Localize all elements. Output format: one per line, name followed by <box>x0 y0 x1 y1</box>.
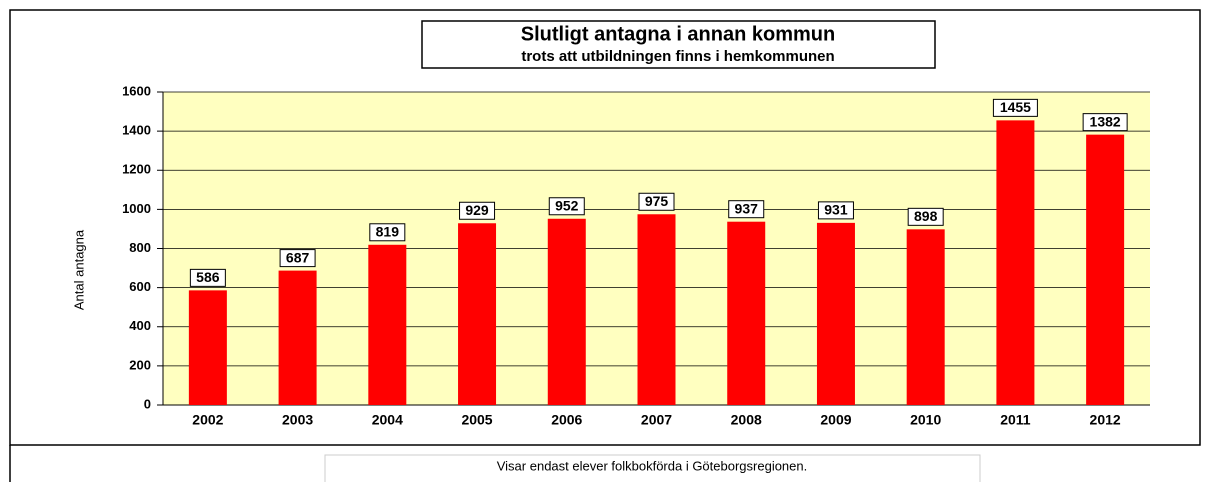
bar <box>458 223 497 405</box>
x-tick-label: 2004 <box>372 412 403 428</box>
x-tick-label: 2008 <box>731 412 762 428</box>
value-label: 898 <box>914 208 938 224</box>
x-tick-label: 2006 <box>551 412 582 428</box>
bar <box>816 222 855 405</box>
value-label: 931 <box>824 202 848 218</box>
bar <box>727 221 766 405</box>
y-tick-label: 1000 <box>122 201 151 216</box>
y-tick-label: 400 <box>129 318 151 333</box>
bar <box>1086 134 1125 406</box>
bar <box>637 214 676 405</box>
value-label-box <box>189 268 226 287</box>
y-tick-label: 0 <box>144 396 151 411</box>
bar <box>278 270 317 405</box>
value-label: 975 <box>645 193 669 209</box>
value-label: 937 <box>735 200 759 216</box>
chart-subtitle: trots att utbildningen finns i hemkommun… <box>521 48 834 65</box>
value-label-box <box>1082 113 1128 132</box>
bar <box>906 229 945 405</box>
value-label-box <box>459 201 496 220</box>
x-tick-label: 2007 <box>641 412 672 428</box>
y-tick-label: 200 <box>129 357 151 372</box>
value-label: 929 <box>465 202 489 218</box>
y-tick-label: 800 <box>129 240 151 255</box>
value-label: 1382 <box>1090 113 1121 129</box>
note: Visar endast elever folkbokförda i Göteb… <box>497 458 808 473</box>
value-label-box <box>728 200 765 219</box>
x-tick-label: 2009 <box>820 412 851 428</box>
x-tick-label: 2010 <box>910 412 941 428</box>
y-tick-label: 600 <box>129 279 151 294</box>
value-label: 687 <box>286 249 310 265</box>
x-tick-label: 2012 <box>1090 412 1121 428</box>
value-label-box <box>992 98 1038 117</box>
value-label-box <box>279 249 316 268</box>
bar <box>996 120 1035 405</box>
value-label-box <box>638 192 675 211</box>
y-tick-label: 1600 <box>122 83 151 98</box>
chart-title: Slutligt antagna i annan kommun <box>521 23 835 45</box>
x-tick-label: 2005 <box>461 412 492 428</box>
y-tick-label: 1400 <box>122 123 151 138</box>
note-box <box>324 454 981 482</box>
value-label: 586 <box>196 269 220 285</box>
x-tick-label: 2003 <box>282 412 313 428</box>
x-tick-label: 2002 <box>192 412 223 428</box>
value-label: 819 <box>376 223 400 239</box>
value-label-box <box>817 201 854 220</box>
value-label: 1455 <box>1000 99 1031 115</box>
bar <box>368 244 407 405</box>
bar <box>188 290 227 405</box>
title-box <box>421 20 936 69</box>
frame <box>9 9 1201 446</box>
value-label-box <box>369 223 406 242</box>
y-axis-label: Antal antagna <box>71 229 86 310</box>
value-label-box <box>548 197 585 216</box>
x-tick-label: 2011 <box>1000 412 1031 428</box>
value-label: 952 <box>555 197 579 213</box>
bar <box>547 218 586 405</box>
y-tick-label: 1200 <box>122 162 151 177</box>
value-label-box <box>907 207 944 226</box>
